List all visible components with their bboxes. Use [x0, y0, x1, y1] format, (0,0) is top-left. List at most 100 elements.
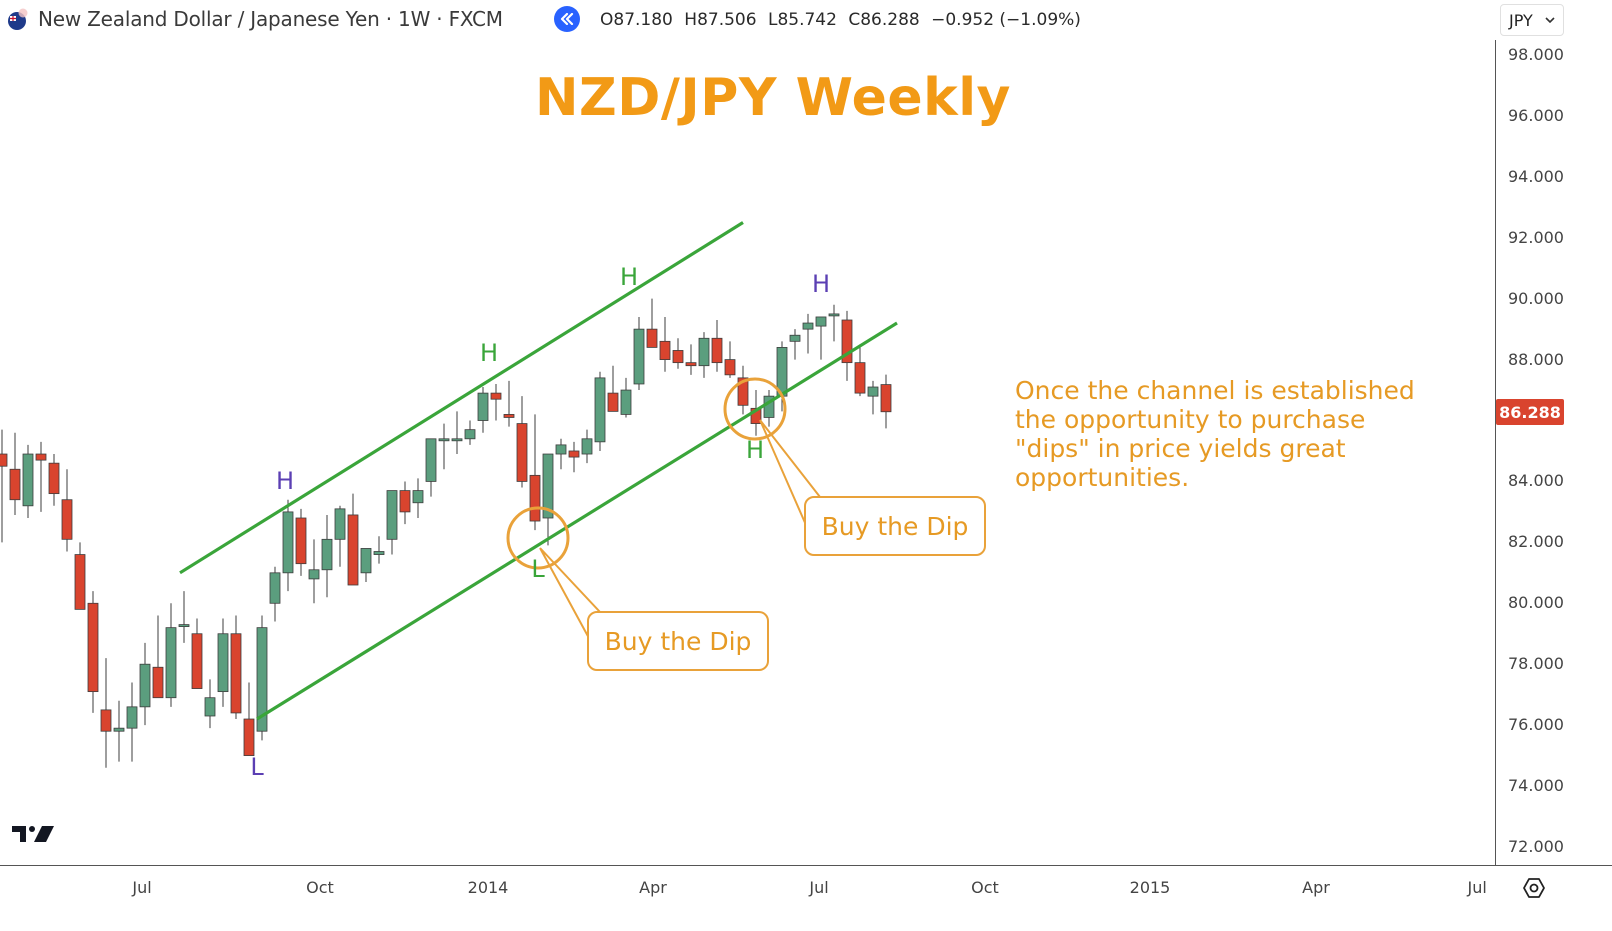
candle [880, 374, 892, 429]
price-tick-label: 76.000 [1508, 715, 1564, 735]
ohlc-low: L85.742 [767, 10, 837, 30]
candle [529, 414, 541, 531]
callout-buy-the-dip-2[interactable]: Buy the Dip [804, 496, 986, 556]
ohlc-values: O87.180 H87.506 L85.742 C86.288 −0.952 (… [600, 10, 1087, 30]
dip-circle[interactable] [723, 377, 787, 441]
chart-header: New Zealand Dollar / Japanese Yen · 1W ·… [0, 0, 1564, 40]
candle [698, 332, 710, 378]
candle [61, 469, 73, 552]
pivot-label-high[interactable]: H [619, 263, 639, 291]
candle [217, 618, 229, 707]
last-price-label: 86.288 [1496, 399, 1564, 425]
candle [230, 615, 242, 720]
candle [828, 304, 840, 342]
chart-title-annotation[interactable]: NZD/JPY Weekly [535, 68, 1011, 128]
time-tick-label: Oct [971, 878, 999, 897]
candle [581, 429, 593, 464]
callout-buy-the-dip-1[interactable]: Buy the Dip [587, 611, 769, 671]
candle [477, 387, 489, 433]
symbol-title[interactable]: New Zealand Dollar / Japanese Yen · 1W ·… [38, 7, 503, 31]
candle [776, 341, 788, 412]
candle [282, 499, 294, 592]
price-tick-label: 80.000 [1508, 593, 1564, 613]
candle [360, 548, 372, 582]
candle [399, 481, 411, 525]
time-tick-label: Jul [1467, 878, 1487, 897]
candle [542, 453, 554, 546]
pivot-label-high[interactable]: H [811, 270, 831, 298]
pivot-label-low[interactable]: L [531, 555, 545, 583]
candle [841, 310, 853, 381]
candle [815, 316, 827, 360]
candle [425, 438, 437, 497]
pivot-label-high[interactable]: H [275, 467, 295, 495]
pivot-label-low[interactable]: L [250, 753, 264, 781]
candle [243, 682, 255, 756]
candle [0, 429, 8, 543]
time-axis[interactable]: Jul Oct 2014 Apr Jul Oct 2015 Apr Jul [0, 865, 1612, 931]
candle [308, 539, 320, 604]
channel-line-upper[interactable] [179, 221, 744, 575]
tradingview-logo[interactable] [10, 820, 58, 848]
candle [22, 444, 34, 518]
price-axis[interactable]: 98.000 96.000 94.000 92.000 90.000 88.000 84.0… [1495, 40, 1612, 866]
price-tick-label: 84.000 [1508, 471, 1564, 491]
candle [191, 618, 203, 689]
replay-button[interactable] [554, 6, 580, 32]
candle [178, 591, 190, 643]
nz-flag-icon [8, 8, 28, 30]
candle [594, 371, 606, 451]
price-tick-label: 88.000 [1508, 349, 1564, 369]
candle [516, 396, 528, 488]
price-tick-label: 82.000 [1508, 532, 1564, 552]
pivot-label-high[interactable]: H [479, 339, 499, 367]
candle [490, 383, 502, 421]
price-tick-label: 96.000 [1508, 105, 1564, 125]
callout-label: Buy the Dip [604, 626, 752, 656]
note-annotation[interactable]: Once the channel is established the oppo… [1015, 376, 1415, 492]
callout-label: Buy the Dip [821, 511, 969, 541]
channel-line-lower[interactable] [256, 321, 898, 721]
candle [672, 338, 684, 369]
candle [269, 566, 281, 622]
candle [854, 344, 866, 397]
pivot-label-low[interactable]: H [745, 436, 765, 464]
candle [867, 380, 879, 415]
candle [737, 365, 749, 415]
candle [48, 454, 60, 506]
candle [295, 508, 307, 576]
candle [165, 603, 177, 707]
candle [503, 380, 515, 427]
ohlc-high: H87.506 [684, 10, 757, 30]
candle [87, 591, 99, 713]
candle [152, 615, 164, 699]
currency-select[interactable]: JPY [1500, 4, 1564, 36]
dip-circle[interactable] [506, 506, 570, 570]
candle [256, 615, 268, 741]
price-tick-label: 78.000 [1508, 654, 1564, 674]
candle [646, 298, 658, 348]
candle [334, 505, 346, 567]
candle [9, 432, 21, 515]
candle [568, 441, 580, 473]
candle [386, 490, 398, 555]
candle [451, 411, 463, 455]
candle [750, 390, 762, 436]
candle [412, 478, 424, 518]
price-chart[interactable] [0, 0, 1495, 865]
chevron-down-icon [1545, 17, 1555, 23]
price-tick-label: 92.000 [1508, 227, 1564, 247]
candle [35, 441, 47, 512]
candle [555, 438, 567, 470]
candle [633, 316, 645, 391]
candle [113, 700, 125, 762]
candle [139, 642, 151, 726]
candle [100, 658, 112, 768]
price-tick-label: 98.000 [1508, 45, 1564, 64]
settings-icon[interactable] [1521, 875, 1547, 901]
price-tick-label: 74.000 [1508, 776, 1564, 796]
currency-label: JPY [1509, 10, 1533, 30]
candle [620, 377, 632, 418]
ohlc-open: O87.180 [600, 10, 673, 30]
candle [438, 423, 450, 470]
